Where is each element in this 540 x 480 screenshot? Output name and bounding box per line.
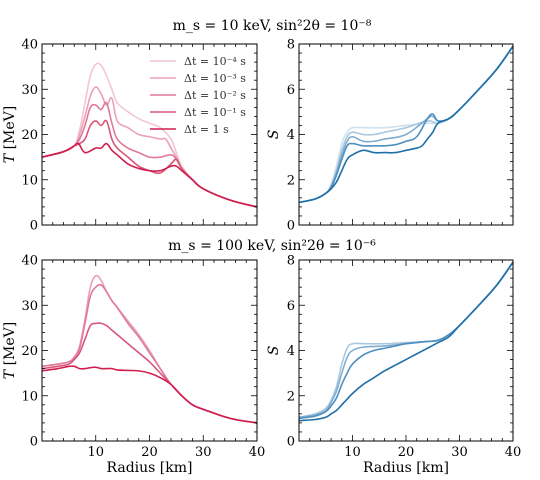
- series-line-2: [42, 86, 257, 208]
- x-axis-label: Radius [km]: [107, 460, 193, 476]
- y-tick-label: 30: [21, 299, 38, 314]
- title-top: m_s = 10 keV, sin²2θ = 10⁻⁸: [173, 18, 372, 34]
- series-line-5: [299, 45, 513, 204]
- x-tick-label: 20: [398, 445, 415, 460]
- series-line-5: [42, 142, 257, 208]
- y-axis-label: T [MeV]: [2, 322, 18, 379]
- y-tick-label: 40: [21, 38, 38, 53]
- y-tick-label: 0: [30, 219, 38, 234]
- y-tick-label: 10: [21, 173, 38, 188]
- series-line-4: [42, 365, 257, 424]
- series-line-2: [42, 283, 257, 424]
- x-tick-label: 40: [249, 445, 266, 460]
- legend-label: Δt = 1 s: [184, 123, 229, 136]
- panel-top-right-entropy: 0 2 4 6 8 S: [266, 38, 514, 234]
- legend-label: Δt = 10⁻¹ s: [184, 106, 246, 119]
- y-tick-label: 0: [287, 219, 295, 234]
- series-line-1: [299, 261, 513, 419]
- y-tick-label: 40: [21, 254, 38, 269]
- series-line-3: [299, 45, 513, 204]
- y-tick-label: 10: [21, 389, 38, 404]
- panel-bottom-right-entropy: 0 2 4 6 8 10 20 30 40 Radius [km] S: [266, 254, 521, 477]
- y-tick-label: 20: [21, 128, 38, 143]
- legend-label: Δt = 10⁻³ s: [184, 72, 246, 85]
- title-bottom: m_s = 100 keV, sin²2θ = 10⁻⁶: [168, 238, 376, 254]
- panel-bottom-left-temperature: 0 10 20 30 40 10 20 30 40 Radius [km] T [MeV]: [2, 254, 265, 477]
- y-axis-label: S: [266, 346, 282, 356]
- series-line-1: [299, 45, 513, 204]
- y-axis-symbol: T: [2, 368, 18, 379]
- y-tick-label: 2: [287, 173, 295, 188]
- y-tick-label: 20: [21, 344, 38, 359]
- series-line-1: [42, 274, 257, 424]
- x-tick-label: 20: [141, 445, 158, 460]
- y-axis-label: S: [266, 130, 282, 140]
- legend: Δt = 10⁻⁴ s Δt = 10⁻³ s Δt = 10⁻² s Δt = 10…: [150, 55, 246, 136]
- series-group: [42, 274, 257, 424]
- x-axis-label: Radius [km]: [363, 460, 449, 476]
- panel-top-left-temperature: 0 10 20 30 40 T [MeV]: [2, 38, 258, 234]
- y-tick-label: 30: [21, 83, 38, 98]
- y-axis-symbol: T: [2, 152, 18, 163]
- y-tick-label: 0: [287, 435, 295, 450]
- y-axis-label: T [MeV]: [2, 106, 18, 163]
- y-axis-unit: [MeV]: [2, 322, 18, 370]
- y-tick-label: 4: [287, 128, 295, 143]
- series-line-3: [299, 261, 513, 420]
- y-tick-label: 4: [287, 344, 295, 359]
- y-axis-unit: [MeV]: [2, 106, 18, 154]
- x-tick-label: 30: [195, 445, 212, 460]
- y-tick-label: 2: [287, 389, 295, 404]
- x-tick-label: 10: [87, 445, 104, 460]
- y-axis-symbol: S: [266, 346, 282, 356]
- y-tick-label: 0: [30, 435, 38, 450]
- series-line-4: [299, 261, 513, 422]
- series-line-2: [299, 261, 513, 419]
- series-group: [42, 62, 257, 208]
- legend-label: Δt = 10⁻² s: [184, 89, 246, 102]
- y-tick-label: 6: [287, 83, 295, 98]
- y-tick-label: 8: [287, 38, 295, 53]
- series-group: [299, 45, 513, 204]
- x-tick-label: 10: [344, 445, 361, 460]
- y-tick-label: 8: [287, 254, 295, 269]
- x-tick-label: 40: [505, 445, 522, 460]
- y-tick-label: 6: [287, 299, 295, 314]
- x-tick-label: 30: [451, 445, 468, 460]
- legend-label: Δt = 10⁻⁴ s: [184, 55, 246, 68]
- y-axis-symbol: S: [266, 130, 282, 140]
- series-group: [299, 261, 513, 422]
- series-line-4: [299, 45, 513, 204]
- series-line-2: [299, 45, 513, 204]
